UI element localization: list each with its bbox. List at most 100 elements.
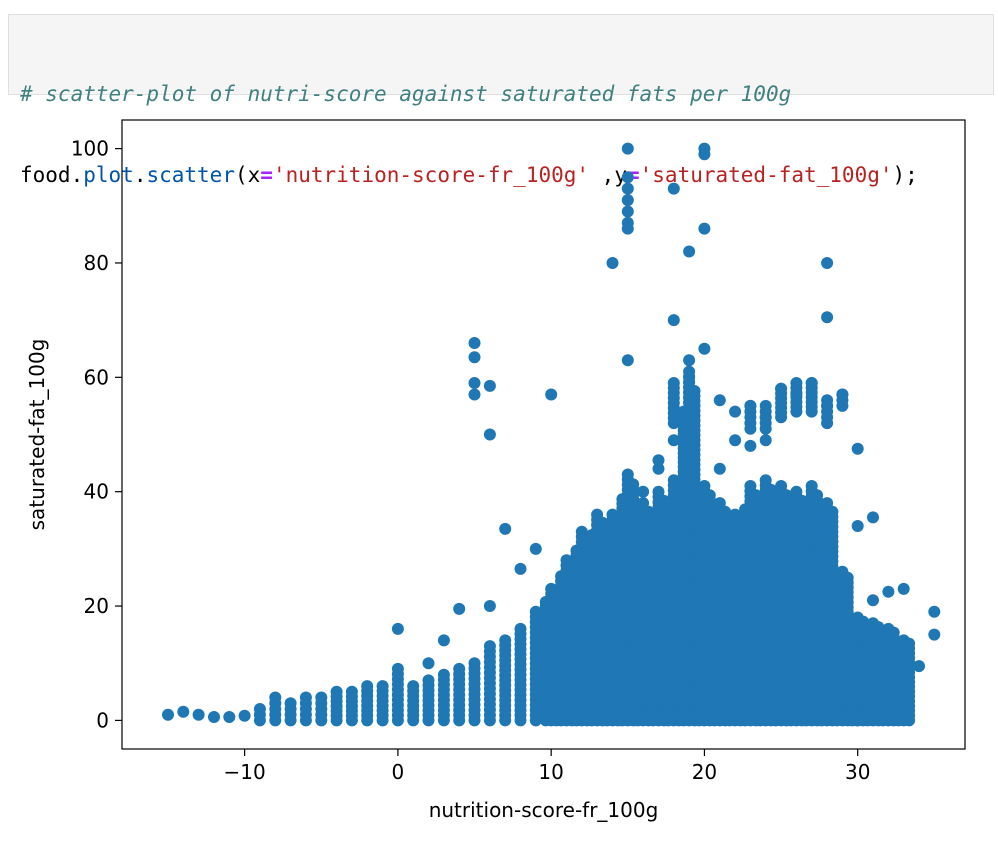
scatter-point	[596, 516, 609, 529]
scatter-point	[453, 602, 466, 615]
scatter-point	[759, 399, 772, 412]
x-axis-label: nutrition-score-fr_100g	[429, 798, 659, 822]
scatter-point	[713, 462, 726, 475]
scatter-point	[652, 462, 665, 475]
scatter-point	[846, 621, 859, 634]
code-paren-close: );	[892, 163, 918, 187]
scatter-point	[315, 691, 328, 704]
y-axis-ticks: 0 20 40 60 80 100	[71, 137, 122, 732]
scatter-point	[857, 615, 870, 628]
scatter-point	[882, 680, 895, 693]
scatter-point	[667, 377, 680, 389]
scatter-point	[790, 485, 803, 498]
scatter-point	[836, 388, 849, 401]
scatter-point	[723, 529, 736, 542]
y-tick-label: 80	[84, 251, 109, 275]
scatter-point	[621, 222, 634, 235]
scatter-point	[759, 411, 772, 424]
scatter-point	[867, 594, 879, 607]
plot-frame	[121, 119, 966, 750]
scatter-point	[744, 399, 757, 412]
scatter-point	[483, 379, 496, 392]
y-tick-label: 20	[84, 594, 109, 618]
scatter-point	[698, 342, 711, 355]
scatter-point	[698, 148, 711, 161]
scatter-point	[514, 622, 527, 635]
scatter-point	[422, 657, 435, 670]
scatter-point	[529, 542, 542, 555]
scatter-point	[821, 311, 834, 324]
scatter-point	[892, 642, 905, 655]
scatter-point	[698, 222, 711, 235]
scatter-point	[514, 562, 527, 575]
scatter-point	[861, 626, 874, 639]
scatter-point	[790, 388, 803, 401]
scatter-point	[749, 489, 762, 502]
scatter-point	[719, 505, 732, 518]
scatter-point	[483, 640, 496, 653]
code-dot: .	[133, 163, 147, 187]
scatter-point	[667, 182, 680, 195]
scatter-point	[759, 434, 772, 447]
scatter-point	[841, 571, 854, 584]
scatter-point	[872, 621, 885, 634]
scatter-plot: −10 0 10 20 30 0 20 40 60 80 100 nutrition-score-…	[25, 119, 966, 822]
code-paren-open: (	[234, 163, 248, 187]
scatter-point	[299, 691, 312, 704]
scatter-point	[284, 697, 297, 710]
scatter-point	[631, 518, 644, 531]
y-tick-label: 60	[84, 365, 109, 389]
scatter-point	[698, 480, 711, 492]
x-tick-label: −10	[224, 760, 266, 784]
scatter-point	[831, 580, 843, 593]
scatter-point	[253, 703, 266, 715]
scatter-point	[708, 518, 721, 531]
y-tick-label: 0	[96, 708, 109, 732]
scatter-point	[826, 505, 839, 518]
x-axis-ticks: −10 0 10 20 30	[224, 749, 870, 784]
scatter-point	[769, 503, 782, 516]
scatter-point	[867, 674, 879, 687]
code-line-comment: # scatter-plot of nutri-score against sa…	[20, 81, 993, 108]
scatter-points	[162, 142, 941, 727]
y-tick-label: 100	[71, 137, 109, 161]
scatter-point	[765, 483, 778, 496]
code-cell[interactable]: # scatter-plot of nutri-score against sa…	[8, 14, 994, 187]
scatter-point	[616, 493, 629, 506]
code-string-x: 'nutrition-score-fr_100g'	[272, 163, 590, 187]
scatter-point	[192, 708, 205, 721]
scatter-point	[647, 508, 660, 521]
scatter-point	[627, 478, 640, 491]
scatter-point	[238, 709, 251, 722]
scatter-point	[345, 685, 358, 698]
scatter-point	[775, 480, 788, 492]
scatter-point	[499, 634, 512, 647]
scatter-point	[223, 711, 236, 723]
scatter-point	[928, 605, 941, 618]
scatter-point	[790, 377, 803, 389]
scatter-point	[877, 632, 889, 645]
y-axis-label: saturated-fat_100g	[25, 339, 49, 531]
scatter-point	[903, 637, 916, 650]
scatter-point	[437, 634, 450, 647]
code-attribute-plot: plot	[83, 163, 134, 187]
y-tick-label: 40	[84, 480, 109, 504]
scatter-point	[683, 354, 696, 367]
scatter-point	[851, 714, 864, 727]
scatter-point	[821, 497, 834, 510]
code-comment: # scatter-plot of nutri-score against sa…	[20, 82, 792, 106]
scatter-point	[713, 394, 726, 407]
scatter-point	[468, 657, 481, 670]
code-kwarg-x: x	[247, 163, 261, 187]
scatter-point	[422, 674, 435, 687]
scatter-point	[662, 498, 675, 511]
scatter-point	[499, 522, 512, 535]
code-separator: ,	[589, 163, 615, 187]
scatter-point	[621, 468, 634, 481]
scatter-point	[585, 529, 598, 542]
scatter-point	[754, 498, 767, 511]
scatter-point	[570, 544, 583, 557]
scatter-point	[683, 245, 696, 258]
scatter-point	[483, 600, 496, 612]
scatter-point	[468, 377, 481, 389]
